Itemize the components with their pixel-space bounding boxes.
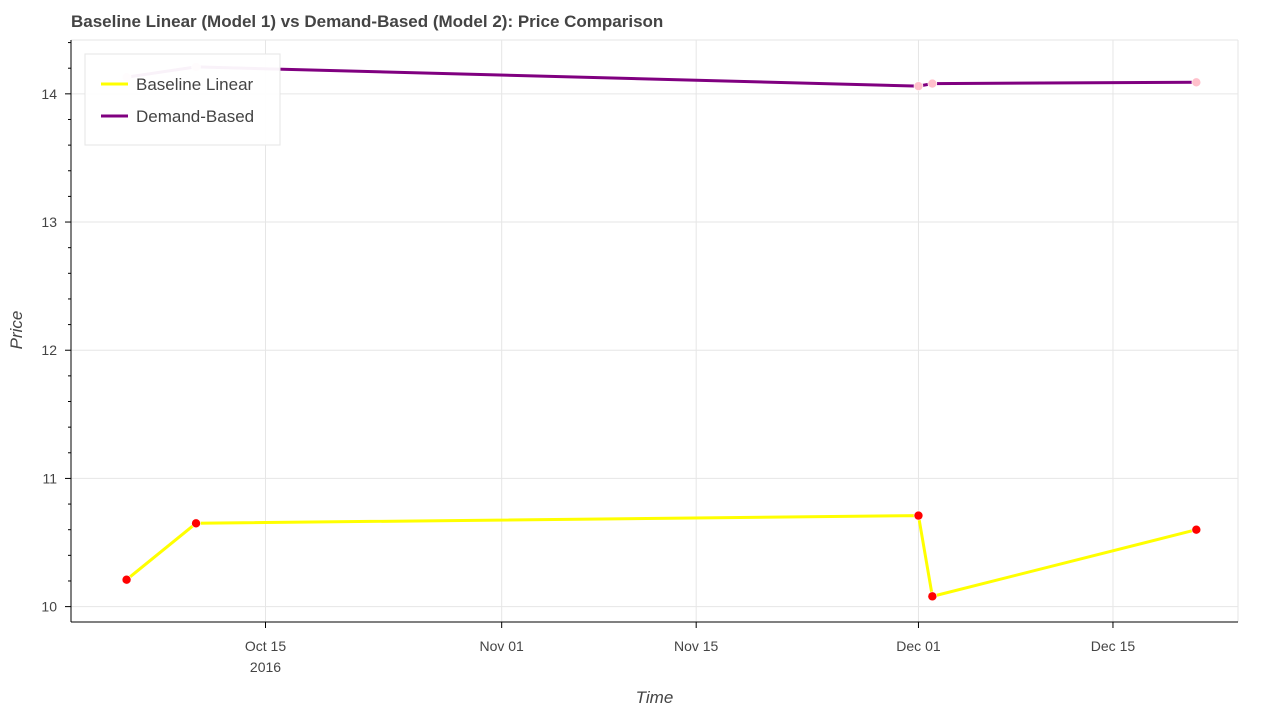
legend-label: Baseline Linear (136, 75, 254, 94)
legend-box (84, 53, 281, 146)
data-point[interactable] (913, 510, 924, 521)
x-tick-label: Nov 15 (674, 638, 719, 654)
y-tick-label: 10 (41, 599, 57, 615)
x-tick-label: Nov 01 (479, 638, 524, 654)
data-point[interactable] (191, 518, 201, 529)
y-tick-label: 14 (41, 86, 57, 102)
y-tick-label: 13 (41, 214, 57, 230)
chart-title: Baseline Linear (Model 1) vs Demand-Base… (71, 12, 663, 31)
x-axis-label: Time (636, 688, 674, 707)
data-point[interactable] (927, 78, 938, 89)
series-line-baseline-linear[interactable] (125, 514, 1198, 598)
x-tick-label: Dec 15 (1091, 638, 1136, 654)
y-axis-label: Price (7, 311, 26, 350)
axes (65, 40, 1238, 628)
data-point[interactable] (121, 574, 132, 585)
plot-markers (121, 62, 1202, 602)
x-tick-label: Dec 01 (896, 638, 941, 654)
data-point[interactable] (913, 81, 924, 91)
x-tick-sublabel: 2016 (250, 659, 281, 675)
tick-labels: 10 11 12 13 14 Oct 15 2016 Nov 01 Nov 15 Dec 01 De… (41, 86, 1135, 675)
legend[interactable]: Baseline Linear Demand-Based (84, 53, 281, 146)
legend-label: Demand-Based (136, 107, 254, 126)
x-tick-label: Oct 15 (245, 638, 286, 654)
plot-series (125, 65, 1198, 598)
y-tick-label: 12 (41, 342, 57, 358)
series-line-demand-based[interactable] (125, 65, 1198, 88)
data-point[interactable] (1191, 524, 1202, 535)
data-point[interactable] (927, 591, 938, 602)
grid-lines (71, 39, 1239, 622)
y-tick-label: 11 (42, 470, 57, 486)
data-point[interactable] (1191, 77, 1202, 88)
